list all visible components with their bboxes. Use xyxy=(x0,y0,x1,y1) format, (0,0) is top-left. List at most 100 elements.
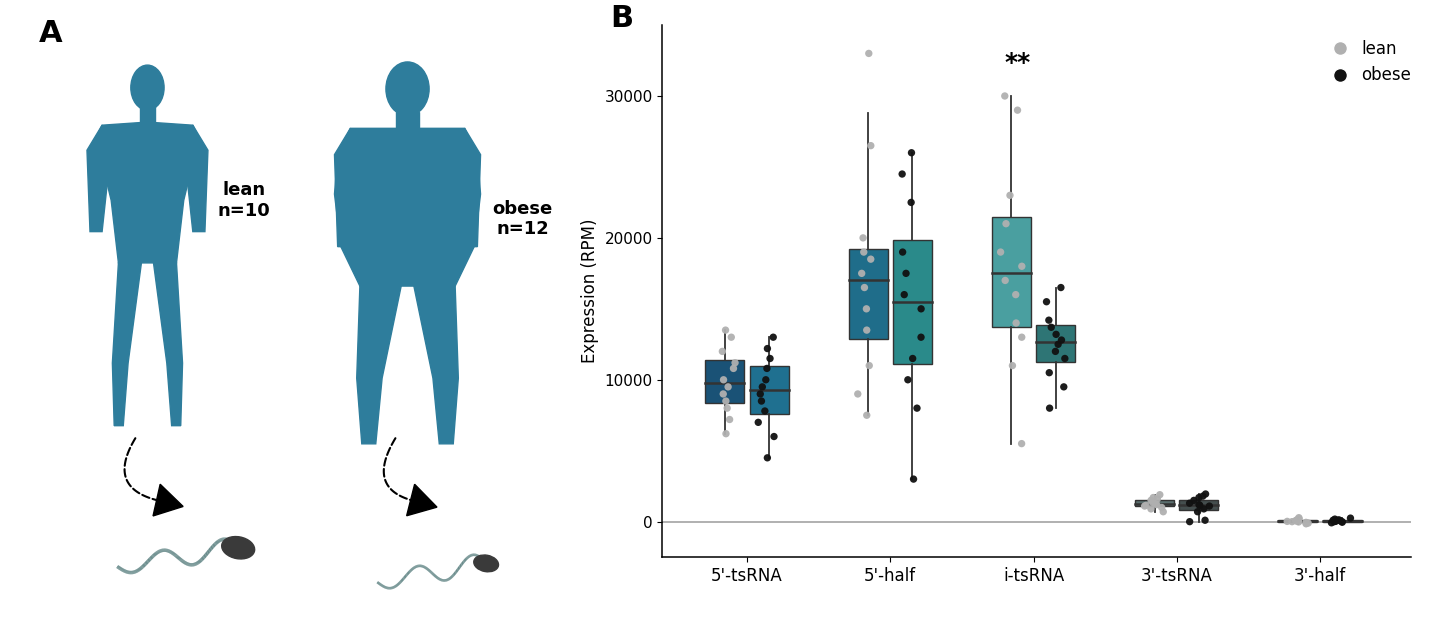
Text: obese
n=12: obese n=12 xyxy=(492,200,553,239)
Point xyxy=(1188,500,1211,510)
Point xyxy=(901,354,924,364)
Point xyxy=(1191,491,1214,501)
Bar xyxy=(140,106,154,122)
Point xyxy=(998,190,1021,200)
Point xyxy=(759,354,782,364)
Polygon shape xyxy=(406,485,436,516)
Point xyxy=(1142,493,1165,503)
Ellipse shape xyxy=(474,555,498,572)
Polygon shape xyxy=(334,128,481,286)
Point xyxy=(1187,506,1210,516)
Bar xyxy=(1037,326,1076,362)
Point xyxy=(855,325,878,335)
Text: B: B xyxy=(611,4,634,33)
Bar xyxy=(750,366,789,414)
Point xyxy=(1047,339,1070,349)
Point xyxy=(1145,500,1168,510)
Point xyxy=(1182,495,1205,505)
Point xyxy=(1146,494,1169,504)
Point xyxy=(1152,506,1175,516)
Point xyxy=(721,364,744,374)
Point xyxy=(720,332,743,342)
Point xyxy=(1320,518,1344,528)
Point xyxy=(1331,516,1354,526)
Point xyxy=(910,304,933,314)
Bar xyxy=(1323,520,1362,521)
Point xyxy=(858,361,881,371)
Text: A: A xyxy=(39,19,62,48)
Point xyxy=(750,382,773,392)
Point xyxy=(1296,518,1319,528)
Point xyxy=(1198,501,1221,511)
Point xyxy=(1038,367,1061,377)
Polygon shape xyxy=(334,128,360,247)
Point xyxy=(910,332,933,342)
Point xyxy=(896,375,919,385)
Point xyxy=(852,247,876,257)
Point xyxy=(723,357,746,367)
Point xyxy=(1287,514,1310,524)
Bar xyxy=(1279,520,1318,522)
Point xyxy=(1325,516,1348,526)
Ellipse shape xyxy=(222,536,255,559)
Point xyxy=(855,410,878,420)
Point xyxy=(1011,261,1034,271)
Point xyxy=(1295,517,1318,527)
Polygon shape xyxy=(86,125,111,232)
Point xyxy=(1287,513,1310,523)
Point xyxy=(762,332,785,342)
Point xyxy=(1322,515,1345,525)
Point xyxy=(1329,516,1352,526)
Point xyxy=(994,275,1017,285)
Point xyxy=(1323,516,1346,526)
Point xyxy=(857,48,880,58)
Point xyxy=(719,414,742,424)
Point xyxy=(1139,504,1162,514)
Point xyxy=(893,290,916,300)
Point xyxy=(1050,282,1073,292)
Y-axis label: Expression (RPM): Expression (RPM) xyxy=(580,219,599,363)
Point xyxy=(711,346,734,356)
Point xyxy=(717,382,740,392)
Point xyxy=(860,254,883,264)
Point xyxy=(1004,290,1027,300)
Polygon shape xyxy=(413,286,458,444)
Point xyxy=(1339,513,1362,523)
Point xyxy=(1151,503,1174,513)
Point xyxy=(1287,517,1310,527)
Point xyxy=(714,396,737,406)
Point xyxy=(860,141,883,151)
Polygon shape xyxy=(112,263,141,426)
Point xyxy=(1328,515,1351,525)
Point xyxy=(714,429,737,439)
Point xyxy=(1044,329,1067,339)
Point xyxy=(1050,335,1073,345)
Point xyxy=(900,197,923,207)
Point xyxy=(1139,495,1162,505)
Point xyxy=(1192,504,1215,514)
Point xyxy=(1188,493,1211,503)
Point xyxy=(994,91,1017,101)
Point xyxy=(711,389,734,399)
Point xyxy=(1044,346,1067,356)
Point xyxy=(894,269,917,279)
Point xyxy=(1295,519,1318,529)
Point xyxy=(756,344,779,354)
Point xyxy=(1284,516,1308,526)
Point xyxy=(989,247,1012,257)
Point xyxy=(711,375,734,385)
Point xyxy=(1133,501,1156,511)
Point xyxy=(1194,515,1217,525)
Point xyxy=(750,396,773,406)
Point xyxy=(763,431,786,441)
Point xyxy=(1009,439,1032,449)
Point xyxy=(852,282,876,292)
Text: **: ** xyxy=(1005,51,1031,74)
Point xyxy=(1001,361,1024,371)
Bar xyxy=(848,249,887,339)
Point xyxy=(1323,516,1346,526)
Point xyxy=(906,403,929,413)
Point xyxy=(1040,322,1063,332)
Point xyxy=(901,474,924,484)
Point xyxy=(890,169,913,179)
